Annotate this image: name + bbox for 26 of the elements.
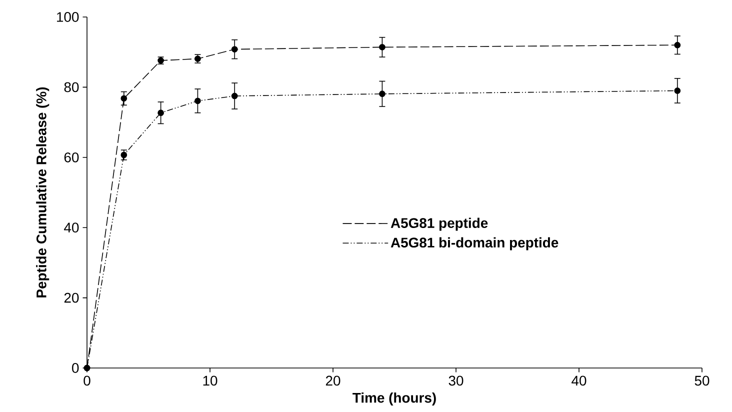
x-tick-label: 50 [694, 376, 710, 386]
point [674, 42, 681, 48]
y-tick-label: 20 [64, 292, 79, 303]
legend-label: A5G81 bi-domain peptide [390, 237, 558, 250]
y-tick-label: 100 [57, 12, 79, 22]
point [120, 95, 128, 102]
point [158, 110, 164, 116]
y-tick-label: 40 [64, 222, 79, 233]
y-axis-title: Peptide Cumulative Release (%) [36, 87, 50, 298]
x-tick-label: 30 [448, 376, 464, 386]
x-tick-label: 40 [572, 376, 586, 386]
point [379, 90, 386, 98]
point [120, 152, 128, 158]
y-tick-label: 80 [64, 82, 79, 92]
x-axis-title: Time (hours) [352, 392, 436, 406]
x-tick-label: 0 [84, 376, 90, 386]
y-tick-label: 60 [64, 152, 79, 162]
point [231, 46, 238, 52]
point [231, 92, 238, 100]
x-tick-label: 20 [326, 376, 340, 386]
legend-label: A5G81 peptide [390, 218, 488, 231]
point [194, 98, 201, 104]
point [674, 88, 681, 94]
x-tick-label: 10 [203, 376, 218, 386]
point [379, 44, 386, 50]
y-tick-label: 0 [72, 363, 79, 373]
